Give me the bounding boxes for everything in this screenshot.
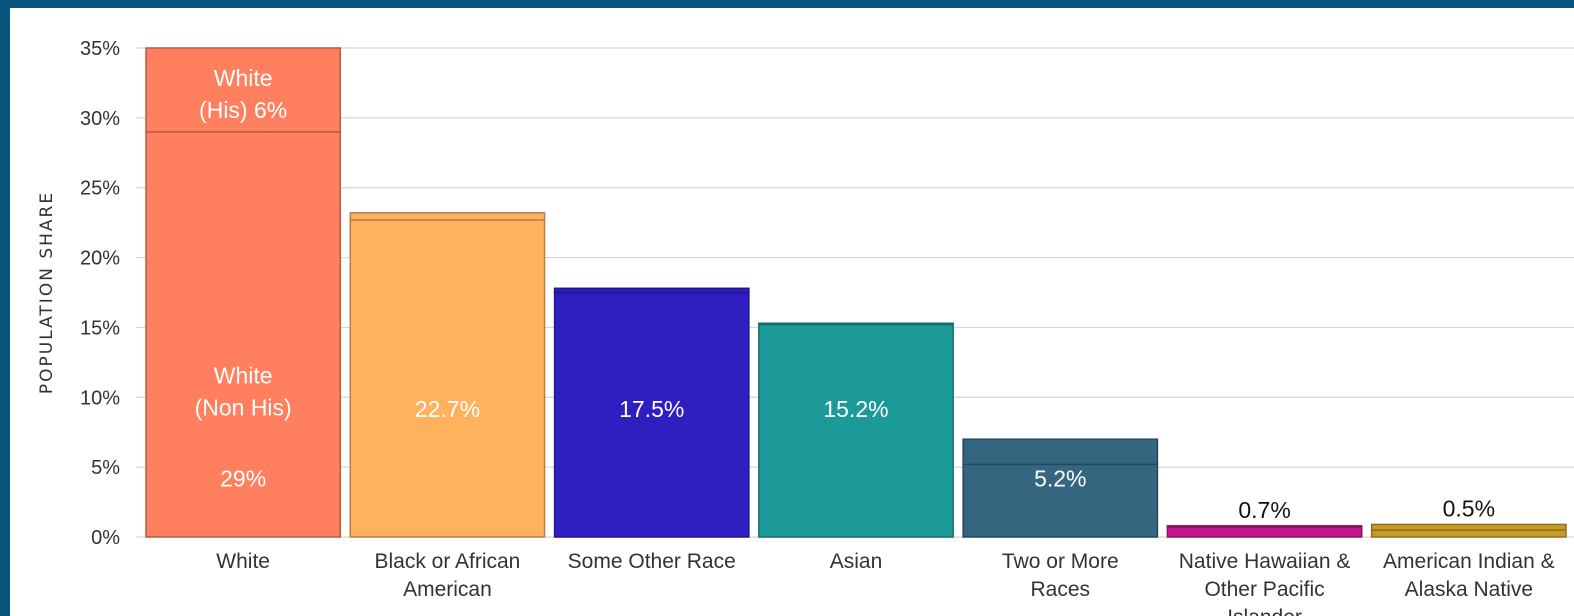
bar-data-label: White	[214, 65, 273, 91]
bar-group: White (Non His) 29% White (His) 6%	[145, 47, 342, 538]
bar-value-label: 0.5%	[1443, 495, 1495, 521]
bar-segment	[1370, 523, 1567, 531]
y-axis-label: POPULATION SHARE	[37, 191, 57, 394]
bar-data-label: 17.5%	[619, 396, 684, 422]
bar-chart: 0%5%10%15%20%25%30%35% POPULATION SHARE …	[37, 38, 1574, 616]
y-tick-label: 10%	[80, 387, 120, 409]
bar-group: 22.7%	[349, 212, 546, 538]
chart-frame: 0% 5% 10% 15% 20% 25% 30% 35% POPULATION SHARE …	[10, 8, 1574, 616]
y-tick-label: 15%	[80, 317, 120, 339]
x-category-label: Two or More	[1002, 550, 1119, 573]
bar-group: 17.5%	[553, 287, 750, 538]
x-category-label: Islander	[1227, 606, 1302, 616]
x-category-label: Asian	[830, 550, 883, 573]
bar-segment	[349, 219, 546, 538]
bar-data-label: 5.2%	[1034, 466, 1086, 492]
bar-segment	[145, 47, 342, 133]
bar-segment	[349, 212, 546, 221]
x-category-label: Races	[1031, 578, 1091, 601]
bar-segment	[758, 322, 954, 326]
bar-segment	[553, 287, 750, 294]
y-tick-label: 25%	[80, 178, 120, 200]
x-category-label: Other Pacific	[1204, 578, 1324, 601]
x-category-label: Black or African	[374, 550, 520, 573]
bar-segment	[145, 131, 342, 538]
x-category-label: Some Other Race	[568, 550, 736, 573]
bar-group: 0.5%	[1370, 495, 1567, 538]
bar-segment	[553, 291, 750, 538]
bar-group: 0.7%	[1166, 497, 1363, 538]
bar-data-label: 22.7%	[415, 396, 480, 422]
bar-segment	[1166, 526, 1363, 538]
y-tick-label: 20%	[80, 248, 120, 270]
y-tick-label: 0%	[91, 527, 120, 549]
bar-segment	[962, 438, 1159, 466]
y-tick-label: 35%	[80, 38, 120, 60]
x-category-label: American Indian &	[1383, 550, 1555, 573]
bar-data-label: 15.2%	[823, 396, 888, 422]
y-tick-labels: 0% 5% 10% 15% 20% 25% 30% 35%	[80, 38, 120, 549]
bar-segment	[962, 463, 1159, 538]
bar-data-label: 29%	[220, 466, 266, 492]
x-category-label: Native Hawaiian &	[1179, 550, 1351, 573]
bar-segment	[1166, 525, 1363, 528]
bar-data-label: White	[214, 362, 273, 388]
bar-segment	[758, 323, 954, 538]
y-tick-label: 5%	[91, 457, 120, 479]
x-category-label: White	[216, 550, 270, 573]
x-category-label: Alaska Native	[1405, 578, 1533, 601]
bar-data-label: (Non His)	[195, 394, 292, 420]
bar-segment	[1370, 529, 1567, 538]
y-tick-label: 30%	[80, 108, 120, 130]
bar-group: 15.2%	[758, 322, 954, 538]
bar-data-label: (His) 6%	[199, 97, 287, 123]
x-category-label: American	[403, 578, 492, 601]
category-labels: White Black or African American Some Other …	[216, 550, 1554, 616]
bar-group: 5.2%	[962, 438, 1159, 538]
bar-value-label: 0.7%	[1238, 497, 1290, 523]
bars: White (Non His) 29% White (His) 6% 22.7% 17.5%…	[145, 47, 1567, 538]
